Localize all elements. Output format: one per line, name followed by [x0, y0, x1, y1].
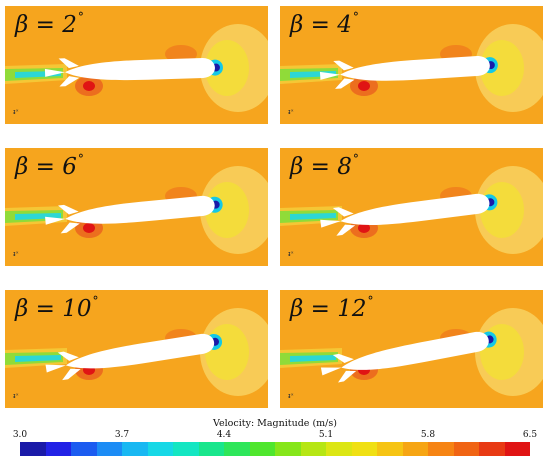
- colorbar-swatch: [147, 442, 173, 456]
- fin-high-velocity-core: [358, 81, 370, 91]
- colorbar-swatch: [122, 442, 148, 456]
- hull-group: [45, 333, 223, 381]
- axes-indicator-4: ᵻˣ: [288, 250, 294, 258]
- lower-fin: [338, 370, 357, 383]
- upper-fin: [57, 351, 79, 361]
- colorbar-title: Velocity: Magnitude (m/s): [213, 418, 337, 429]
- lower-fin: [335, 78, 355, 89]
- contour-plot-2: [280, 24, 543, 112]
- colorbar-swatch: [326, 442, 352, 456]
- axes-indicator-3: ᵻˣ: [13, 250, 19, 258]
- fin-high-velocity-core: [83, 223, 95, 233]
- axes-indicator-2: ᵻˣ: [288, 108, 294, 116]
- colorbar-tick: 5.8: [420, 430, 436, 440]
- colorbar-swatch: [504, 442, 530, 456]
- colorbar-swatch: [71, 442, 97, 456]
- colorbar-tick: 6.5: [522, 430, 538, 440]
- hull-group: [320, 331, 497, 383]
- colorbar-swatch: [224, 442, 250, 456]
- upper-fin: [58, 204, 79, 215]
- colorbar-swatch: [300, 442, 326, 456]
- colorbar-tick: 5.1: [318, 430, 334, 440]
- colorbar-swatch: [428, 442, 454, 456]
- nose-bubble-inner: [205, 182, 249, 238]
- upper-fin: [332, 353, 354, 364]
- beta-label-1: β = 2°: [15, 10, 84, 38]
- contour-panel-2: β = 4° ᵻˣ: [280, 6, 543, 124]
- fin-high-velocity-core: [358, 223, 370, 233]
- hull-body: [65, 195, 215, 224]
- colorbar-ticks: 3.0 3.7 4.4 5.1 5.8 6.5: [0, 430, 550, 442]
- tail-cone: [45, 216, 66, 225]
- fin-high-velocity-core: [83, 81, 95, 91]
- lower-fin: [59, 76, 80, 87]
- beta-label-4: β = 8°: [290, 152, 359, 180]
- contour-plot-5: [5, 308, 268, 396]
- tail-cone: [320, 367, 342, 376]
- colorbar-swatch: [479, 442, 505, 456]
- tail-cone: [319, 71, 341, 80]
- beta-label-2: β = 4°: [290, 10, 359, 38]
- hull-body: [340, 193, 490, 225]
- contour-panel-4: β = 8° ᵻˣ: [280, 148, 543, 266]
- contour-panel-6: β = 12° ᵻˣ: [280, 290, 543, 408]
- contour-plot-3: [5, 166, 268, 254]
- tail-cone: [45, 364, 66, 373]
- tail-cone: [44, 68, 66, 77]
- colorbar-swatch: [351, 442, 377, 456]
- contour-plot-6: [280, 308, 543, 396]
- upper-fin: [333, 60, 354, 71]
- colorbar-swatch: [275, 442, 301, 456]
- axes-indicator-5: ᵻˣ: [13, 392, 19, 400]
- colorbar-swatch: [249, 442, 275, 456]
- colorbar-swatch: [198, 442, 224, 456]
- hull-group: [319, 55, 498, 89]
- colorbar-swatch: [377, 442, 403, 456]
- hull-body: [340, 55, 490, 81]
- colorbar: [20, 442, 530, 456]
- hull-group: [45, 195, 223, 234]
- colorbar-swatch: [173, 442, 199, 456]
- colorbar-tick: 3.7: [114, 430, 130, 440]
- beta-label-5: β = 10°: [15, 294, 99, 322]
- hull-body: [341, 331, 489, 370]
- colorbar-tick: 3.0: [12, 430, 28, 440]
- beta-label-6: β = 12°: [290, 294, 374, 322]
- colorbar-swatch: [453, 442, 479, 456]
- lower-fin: [60, 222, 80, 234]
- hull-body: [65, 333, 215, 369]
- colorbar-swatch: [96, 442, 122, 456]
- contour-panel-5: β = 10° ᵻˣ: [5, 290, 268, 408]
- upper-fin: [58, 58, 79, 69]
- hull-body: [65, 57, 215, 81]
- hull-group: [44, 57, 223, 87]
- hull-group: [320, 193, 498, 236]
- wake-core: [15, 355, 61, 362]
- nose-bubble-inner: [205, 324, 249, 380]
- tail-cone: [320, 219, 341, 228]
- nose-bubble-inner: [205, 40, 249, 96]
- axes-indicator-6: ᵻˣ: [288, 392, 294, 400]
- contour-panel-1: β = 2° ᵻˣ: [5, 6, 268, 124]
- beta-label-3: β = 6°: [15, 152, 84, 180]
- contour-plot-4: [280, 166, 543, 254]
- contour-plot-1: [5, 24, 268, 112]
- colorbar-tick: 4.4: [216, 430, 232, 440]
- nose-bubble-inner: [480, 40, 524, 96]
- lower-fin: [336, 224, 356, 236]
- colorbar-swatch: [20, 442, 46, 456]
- axes-indicator-1: ᵻˣ: [13, 108, 19, 116]
- lower-fin: [62, 368, 81, 381]
- wake-core: [290, 355, 336, 362]
- wake-core: [290, 213, 336, 220]
- colorbar-swatch: [45, 442, 71, 456]
- contour-panel-3: β = 6° ᵻˣ: [5, 148, 268, 266]
- colorbar-swatch: [402, 442, 428, 456]
- upper-fin: [332, 207, 354, 217]
- nose-bubble-inner: [480, 182, 524, 238]
